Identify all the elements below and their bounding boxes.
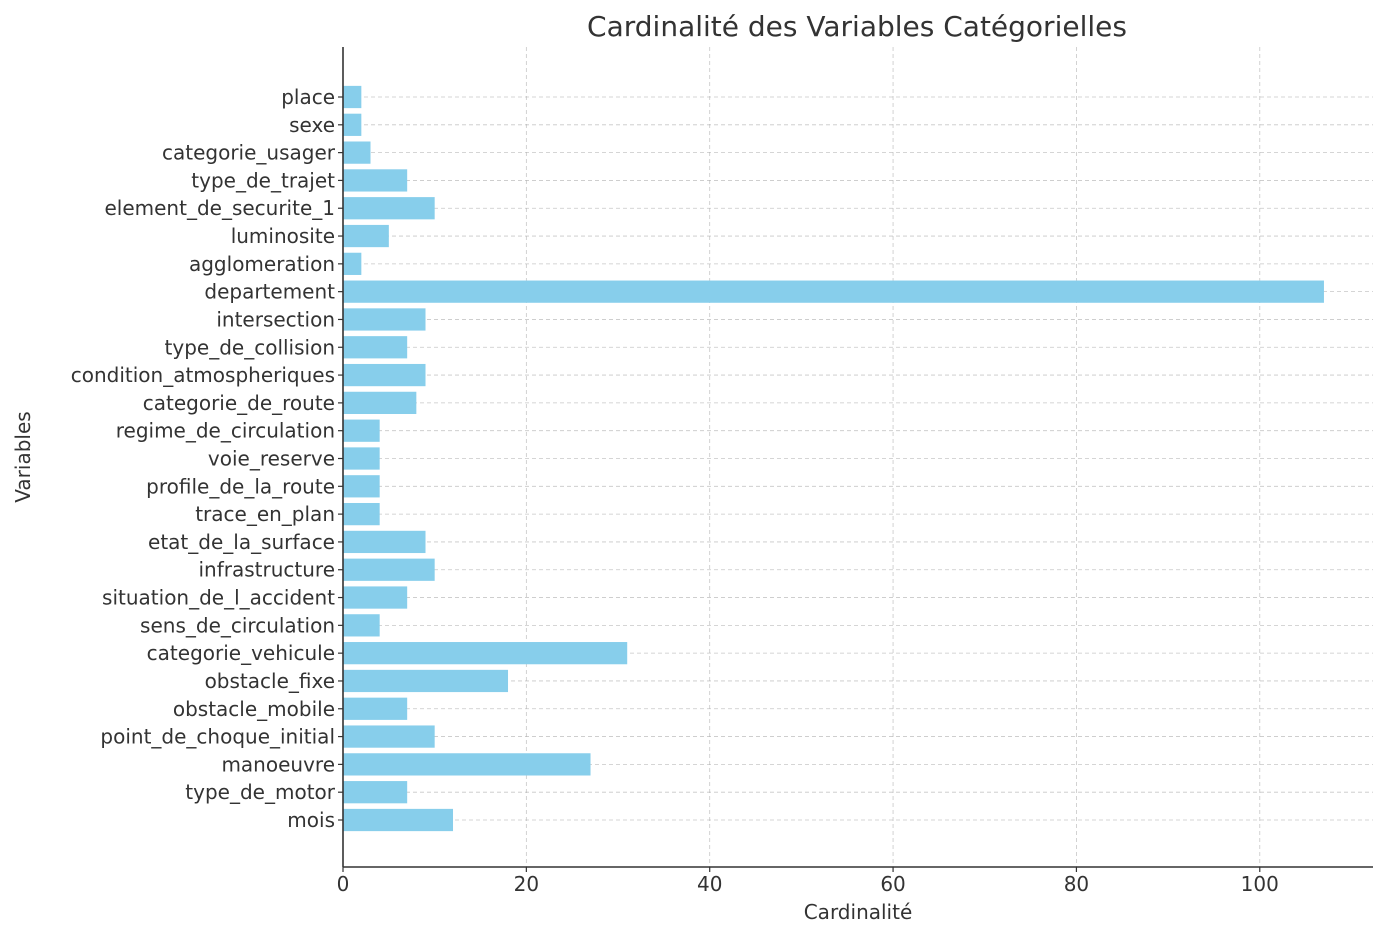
bar-type_de_trajet (343, 169, 408, 192)
y-tick-label: sens_de_circulation (140, 613, 335, 637)
bar-manoeuvre (343, 753, 591, 776)
y-tick-label: agglomeration (189, 252, 335, 276)
y-tick-label: type_de_collision (165, 335, 335, 359)
bar-element_de_securite_1 (343, 197, 435, 220)
bar-obstacle_fixe (343, 669, 509, 693)
bar-categorie_vehicule (343, 642, 628, 665)
bar-luminosite (343, 224, 389, 248)
y-tick-label: intersection (216, 307, 335, 331)
y-tick-label: infrastructure (198, 558, 335, 582)
y-tick-label: voie_reserve (208, 447, 335, 471)
bar-categorie_usager (343, 141, 371, 164)
y-tick-label: mois (287, 808, 335, 832)
y-tick-label: luminosite (231, 224, 335, 248)
y-axis-label: Variables (11, 411, 35, 502)
bar-trace_en_plan (343, 502, 380, 526)
y-tick-label: regime_de_circulation (116, 419, 335, 443)
y-tick-label: obstacle_mobile (173, 697, 335, 721)
y-tick-label: categorie_vehicule (147, 641, 335, 665)
bar-departement (343, 280, 1324, 303)
axes (342, 47, 1373, 868)
bar-intersection (343, 308, 426, 331)
y-tick-label: profile_de_la_route (146, 474, 335, 498)
y-tick-label: type_de_motor (185, 780, 335, 804)
bar-regime_de_circulation (343, 419, 380, 442)
y-tick-label: point_de_choque_initial (100, 725, 335, 749)
bar-place (343, 85, 362, 109)
bar-obstacle_mobile (343, 697, 408, 720)
y-tick-label: manoeuvre (221, 752, 335, 776)
y-tick-label: categorie_de_route (143, 391, 335, 415)
x-tick-label: 80 (1064, 872, 1089, 896)
bar-profile_de_la_route (343, 475, 380, 498)
bar-categorie_de_route (343, 391, 417, 415)
bar-type_de_motor (343, 781, 408, 804)
bar-etat_de_la_surface (343, 530, 426, 554)
x-tick-label: 0 (337, 872, 350, 896)
y-tick-label: place (281, 85, 335, 109)
y-tick-label: obstacle_fixe (205, 669, 335, 693)
bar-type_de_collision (343, 336, 408, 359)
y-tick-label: sexe (289, 113, 335, 137)
y-tick-label: categorie_usager (162, 141, 336, 165)
bar-voie_reserve (343, 447, 380, 470)
x-tick-labels: 0 20 40 60 80 100 (337, 867, 1279, 896)
bars (343, 85, 1324, 832)
bar-infrastructure (343, 558, 435, 581)
bar-agglomeration (343, 252, 362, 275)
x-tick-label: 20 (514, 872, 539, 896)
bar-situation_de_l_accident (343, 586, 408, 609)
bar-sexe (343, 113, 362, 136)
y-tick-label: departement (204, 280, 335, 304)
y-tick-labels: place sexe categorie_usager type_de_trajete… (71, 85, 343, 832)
y-tick-label: trace_en_plan (195, 502, 335, 526)
x-tick-label: 60 (880, 872, 905, 896)
bar-point_de_choque_initial (343, 725, 435, 748)
bar-condition_atmospheriques (343, 363, 426, 387)
x-tick-label: 100 (1241, 872, 1279, 896)
bar-mois (343, 808, 454, 832)
chart-title: Cardinalité des Variables Catégorielles (587, 10, 1127, 43)
y-tick-label: condition_atmospheriques (71, 363, 335, 387)
y-tick-label: etat_de_la_surface (148, 530, 335, 554)
x-tick-label: 40 (697, 872, 722, 896)
y-tick-label: element_de_securite_1 (104, 196, 335, 220)
grid-lines (343, 47, 1373, 867)
y-tick-label: type_de_trajet (191, 168, 335, 192)
x-axis-label: Cardinalité (804, 900, 913, 924)
y-tick-label: situation_de_l_accident (102, 586, 335, 610)
bar-sens_de_circulation (343, 614, 380, 637)
